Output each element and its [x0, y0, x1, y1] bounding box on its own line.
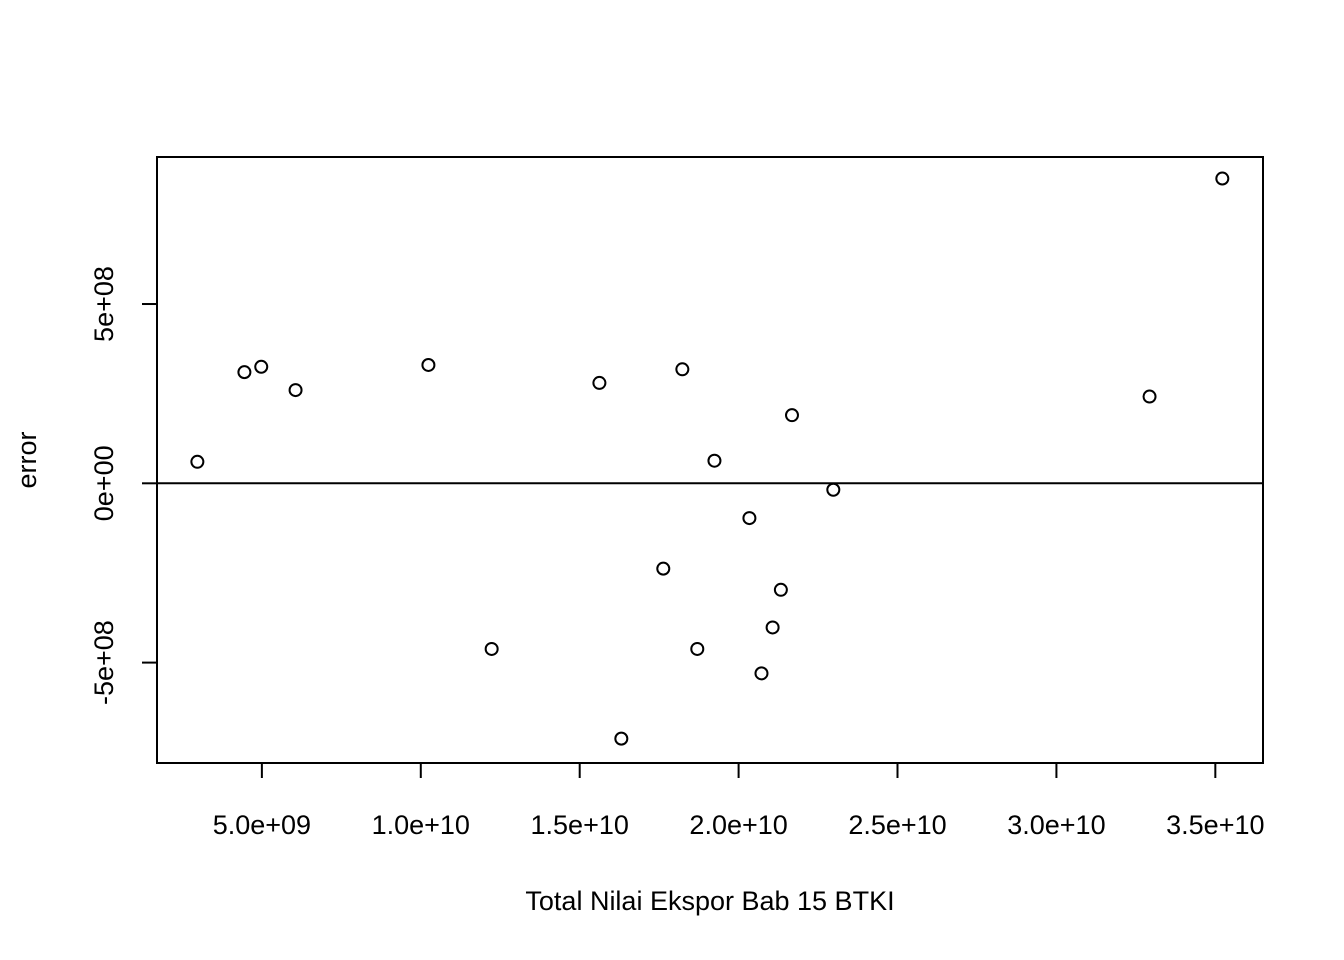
- y-axis-title: error: [12, 431, 42, 488]
- data-point: [1142, 389, 1157, 404]
- data-point: [784, 408, 799, 423]
- data-point: [237, 365, 252, 380]
- x-tick-label: 2.0e+10: [689, 810, 787, 840]
- x-tick-label: 1.0e+10: [372, 810, 470, 840]
- data-point: [421, 357, 436, 372]
- data-point: [190, 454, 205, 469]
- data-point: [614, 731, 629, 746]
- x-tick-label: 2.5e+10: [848, 810, 946, 840]
- y-axis: -5e+08 0e+00 5e+08: [89, 266, 158, 705]
- data-point: [254, 359, 269, 374]
- data-point: [288, 383, 303, 398]
- data-point: [656, 561, 671, 576]
- data-point: [826, 482, 841, 497]
- data-points: [190, 171, 1230, 746]
- data-point: [742, 511, 757, 526]
- data-point: [690, 641, 705, 656]
- data-point: [484, 641, 499, 656]
- data-point: [1215, 171, 1230, 186]
- data-point: [765, 620, 780, 635]
- y-tick-label: 5e+08: [89, 266, 119, 342]
- x-tick-label: 1.5e+10: [531, 810, 629, 840]
- x-tick-label: 3.0e+10: [1007, 810, 1105, 840]
- data-point: [675, 362, 690, 377]
- x-tick-label: 5.0e+09: [213, 810, 311, 840]
- data-point: [754, 666, 769, 681]
- data-point: [773, 582, 788, 597]
- data-point: [707, 453, 722, 468]
- x-axis-title: Total Nilai Ekspor Bab 15 BTKI: [525, 886, 894, 916]
- y-tick-label: -5e+08: [89, 620, 119, 705]
- plot-frame: [156, 156, 1264, 764]
- x-tick-label: 3.5e+10: [1166, 810, 1264, 840]
- data-point: [592, 375, 607, 390]
- y-tick-label: 0e+00: [89, 445, 119, 521]
- x-axis: 5.0e+09 1.0e+10 1.5e+10 2.0e+10 2.5e+10 3.0e+…: [213, 762, 1265, 840]
